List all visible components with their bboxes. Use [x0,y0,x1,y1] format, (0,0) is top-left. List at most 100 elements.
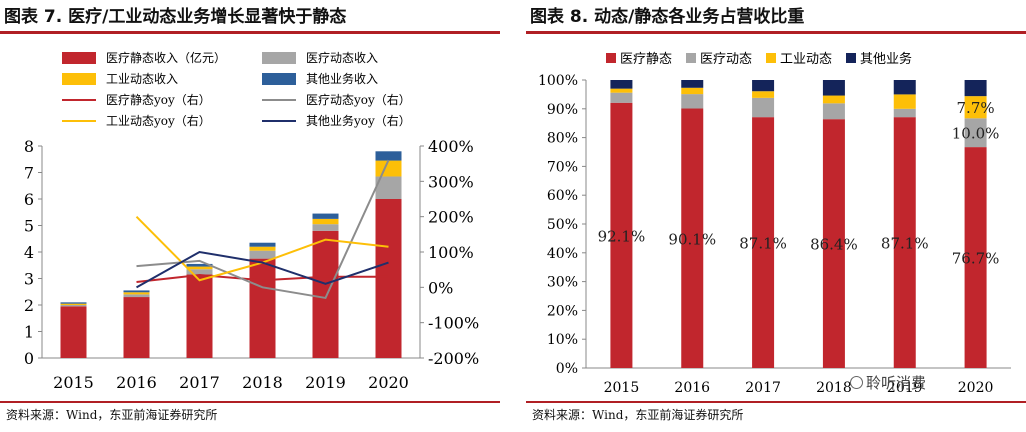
data-label: 76.7% [952,250,1000,268]
wechat-icon [850,376,863,389]
x-tick-label: 2016 [116,373,157,392]
data-label: 92.1% [598,227,646,245]
x-tick-label: 2019 [305,373,346,392]
right-chart-title: 图表 8. 动态/静态各业务占营收比重 [530,7,805,27]
bar-segment [249,246,276,251]
bar-segment [610,88,633,93]
bar-segment [375,151,402,161]
bar-segment [964,118,987,148]
y-tick-label: 50% [547,217,578,233]
y2-tick-label: 300% [428,172,474,191]
bar-segment [60,305,87,307]
bar-segment [123,292,150,295]
yoy-line [136,159,390,300]
legend-label: 医疗静态yoy（右） [106,92,211,107]
bar-segment [681,80,704,88]
x-tick-label: 2018 [242,373,283,392]
legend-swatch [686,53,696,63]
y-tick-label: 80% [547,131,578,147]
y-tick-label: 1 [24,323,34,342]
x-tick-label: 2020 [368,373,409,392]
bar-segment [893,117,916,368]
y-tick-label: 40% [547,246,578,262]
bar-segment [186,274,213,358]
bar-segment [123,290,150,293]
left-source-rule [0,401,500,403]
watermark-text: 聆听消费 [866,374,927,392]
y2-tick-label: 200% [428,208,474,227]
left-chart-title: 图表 7. 医疗/工业动态业务增长显著快于静态 [4,7,347,27]
left-source-note: 资料来源：Wind，东亚前海证券研究所 [6,408,218,422]
bar-segment [610,80,633,89]
bar-segment [60,303,87,305]
x-tick-label: 2015 [53,373,94,392]
x-tick-label: 2016 [674,380,710,396]
left-title-rule [0,31,500,34]
bar-segment [964,147,987,368]
right-title-rule [526,31,1026,34]
y-tick-label: 60% [547,188,578,204]
data-label: 87.1% [739,235,787,253]
bar-segment [60,306,87,358]
bar-segment [123,297,150,358]
bar-segment [893,94,916,109]
bar-segment [681,87,704,95]
x-tick-label: 2019 [887,380,923,396]
bar-segment [60,302,87,304]
bar-segment [610,102,633,368]
legend-label: 医疗动态yoy（右） [306,92,411,107]
bar-segment [822,95,845,104]
legend-label: 工业动态收入 [106,72,178,86]
chart-panel-right: 图表 8. 动态/静态各业务占营收比重 医疗静态 医疗动态 工业动态 其他业务 0% 10… [526,0,1026,432]
data-label: 87.1% [881,235,929,253]
y-tick-label: 90% [547,102,578,118]
y2-tick-label: -200% [428,349,479,368]
bar-segment [822,80,845,96]
legend-label: 工业动态yoy（右） [106,113,211,128]
bar-segment [964,96,987,119]
y-tick-label: 8 [24,137,34,156]
y2-tick-label: 0% [428,278,453,297]
bar-segment [312,213,339,219]
y-tick-label: 3 [24,270,34,289]
data-label: 90.1% [668,230,716,248]
bar-segment [610,92,633,103]
bar-segment [312,218,339,225]
legend-swatch [62,73,96,85]
legend-label: 医疗静态 [620,52,672,67]
x-tick-label: 2017 [745,380,781,396]
legend-label: 医疗动态 [700,52,752,67]
bar-segment [375,176,402,199]
bar-segment [752,117,775,368]
bar-segment [752,80,775,92]
data-label: 10.0% [952,125,1000,143]
right-source-note: 资料来源：Wind，东亚前海证券研究所 [532,408,744,422]
bar-segment [681,94,704,109]
bar-segment [312,230,339,358]
bar-segment [375,199,402,358]
y-tick-label: 6 [24,190,34,209]
bar-segment [752,91,775,98]
legend-swatch [846,53,856,63]
right-source-rule [526,401,1026,403]
bar-segment [681,108,704,369]
y-tick-label: 20% [547,303,578,319]
legend-label: 医疗静态收入（亿元） [106,50,226,65]
legend-label: 其他业务 [860,51,912,67]
bar-segment [249,250,276,259]
bar-segment [893,80,916,95]
y2-tick-label: 100% [428,243,474,262]
bar-segment [822,119,845,368]
y-tick-label: 0 [24,349,34,368]
right-chart-svg: 医疗静态 医疗动态 工业动态 其他业务 0% 10% 20% 30% 40% 50% 60% 70% 8… [538,51,1011,396]
bar-segment [123,294,150,298]
bar-segment [186,269,213,275]
x-tick-label: 2018 [816,380,852,396]
y-tick-label: 0% [556,361,578,377]
bar-segment [312,224,339,231]
x-tick-label: 2017 [179,373,220,392]
y-tick-label: 2 [24,296,34,315]
y2-tick-label: -100% [428,314,479,333]
bar-segment [822,103,845,120]
legend-label: 工业动态 [780,52,832,67]
